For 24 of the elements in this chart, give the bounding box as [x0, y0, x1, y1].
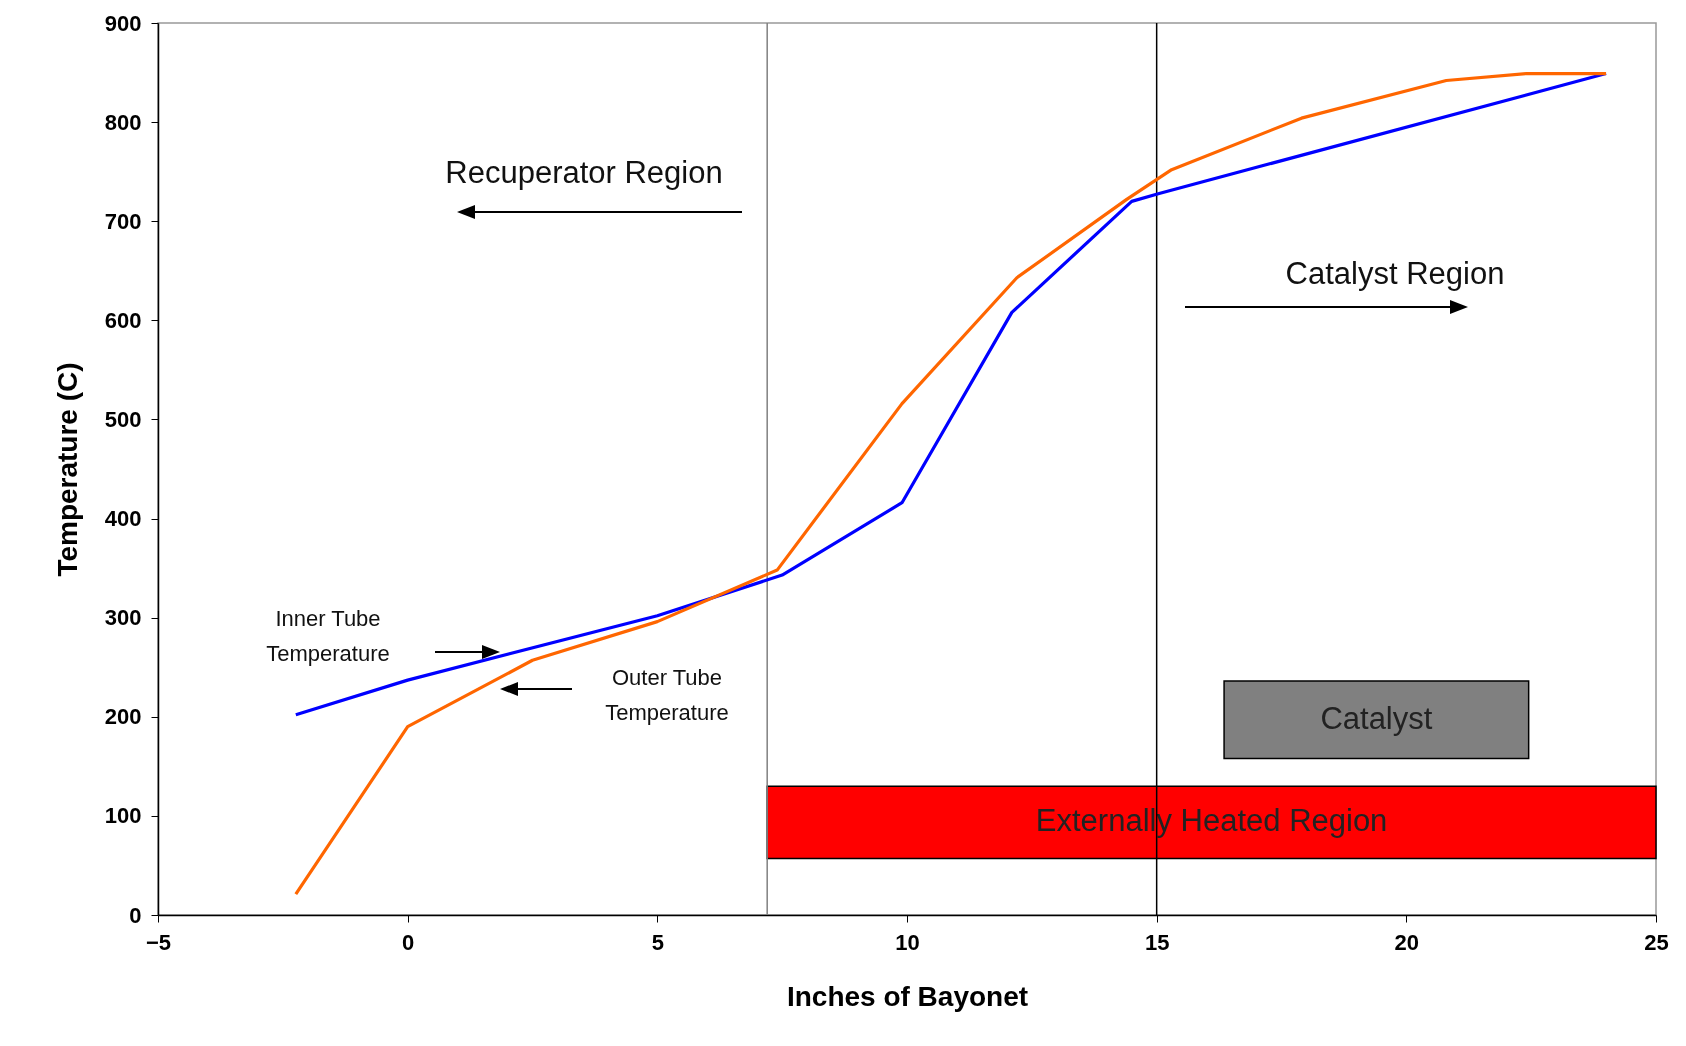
y-tick-label: 200 — [104, 704, 142, 730]
y-tick-label: 600 — [104, 307, 142, 333]
x-axis-title: Inches of Bayonet — [786, 980, 1029, 1012]
y-tick-label: 500 — [104, 406, 142, 432]
y-tick-label: 400 — [104, 506, 142, 532]
x-tick-label: 5 — [651, 929, 664, 955]
y-tick-label: 800 — [104, 109, 142, 135]
y-tick-label: 900 — [104, 10, 142, 36]
band-label: Catalyst — [1320, 700, 1433, 736]
x-tick-label: 10 — [895, 929, 920, 955]
annotation: Outer Tube Temperature — [605, 665, 729, 726]
x-tick-label: 0 — [402, 929, 415, 955]
annotation: Recuperator Region — [445, 155, 723, 190]
annotation: Inner Tube Temperature — [266, 606, 390, 667]
y-tick-label: 300 — [104, 605, 142, 631]
y-tick-label: 0 — [129, 902, 142, 928]
x-tick-label: 20 — [1394, 929, 1420, 955]
y-axis-title: Temperature (C) — [51, 362, 83, 577]
x-tick-label: −5 — [145, 929, 172, 955]
x-tick-label: 25 — [1644, 929, 1669, 955]
annotation: Catalyst Region — [1285, 256, 1505, 291]
x-tick-label: 15 — [1144, 929, 1170, 955]
y-tick-label: 700 — [104, 208, 142, 234]
y-tick-label: 100 — [104, 803, 142, 829]
